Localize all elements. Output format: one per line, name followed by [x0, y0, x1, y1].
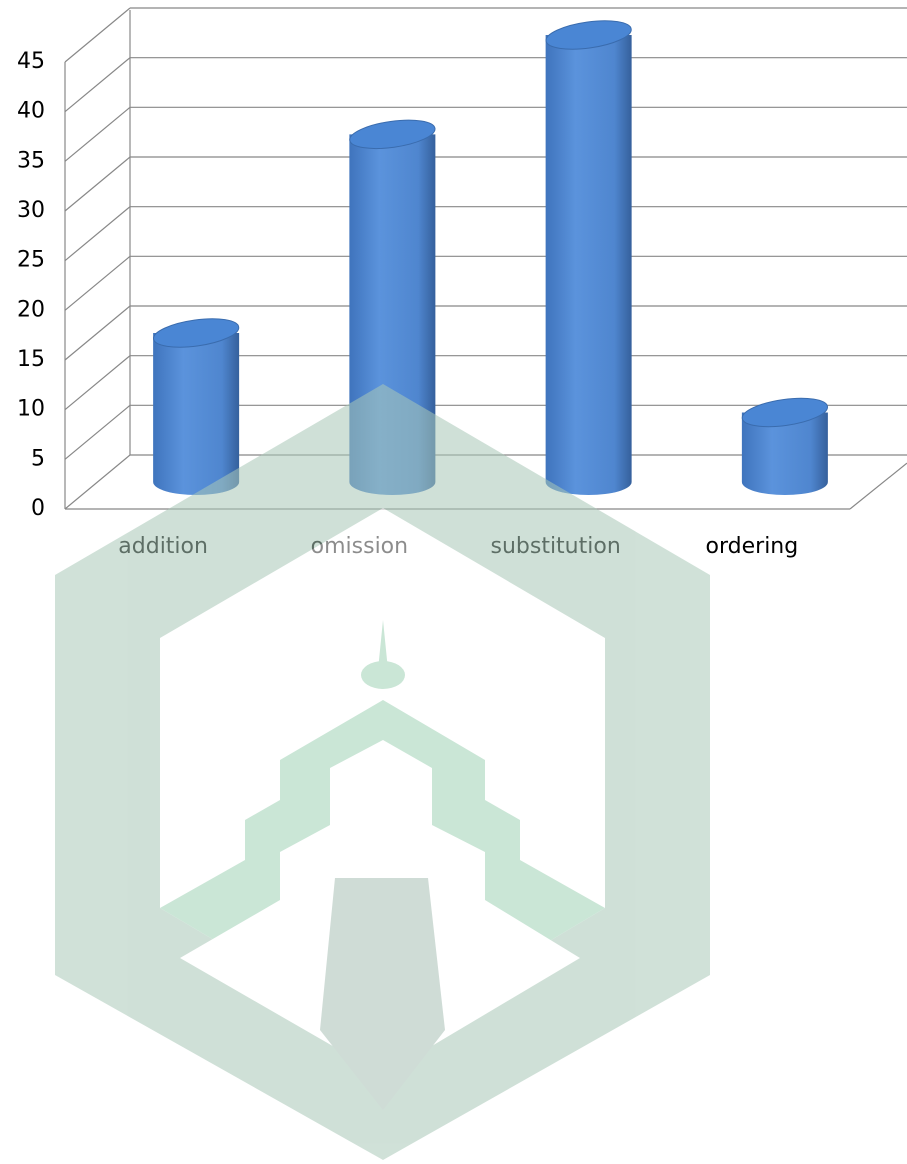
- watermark: [55, 384, 710, 1160]
- grid-line: [65, 8, 130, 62]
- grid-line: [65, 157, 130, 211]
- grid-line: [65, 306, 130, 360]
- y-tick-label: 10: [17, 397, 45, 422]
- bar: [153, 333, 239, 495]
- chart: 051015202530354045additionomissionsubsti…: [0, 0, 907, 1160]
- grid-line: [65, 405, 130, 459]
- y-tick-label: 20: [17, 297, 45, 322]
- grid-line: [65, 256, 130, 310]
- axis-line: [850, 463, 907, 509]
- y-tick-label: 35: [17, 148, 45, 173]
- y-tick-label: 40: [17, 99, 45, 124]
- grid-line: [65, 107, 130, 161]
- y-tick-label: 15: [17, 347, 45, 372]
- y-tick-label: 30: [17, 198, 45, 223]
- y-tick-label: 45: [17, 49, 45, 74]
- y-tick-label: 0: [31, 496, 45, 521]
- bar: [546, 35, 632, 495]
- y-tick-label: 5: [31, 446, 45, 471]
- bars: [152, 16, 830, 495]
- x-tick-label: ordering: [706, 534, 799, 559]
- grid-line: [65, 207, 130, 261]
- grid-line: [65, 455, 130, 509]
- grid-line: [65, 58, 130, 112]
- y-tick-label: 25: [17, 248, 45, 273]
- grid-line: [65, 356, 130, 410]
